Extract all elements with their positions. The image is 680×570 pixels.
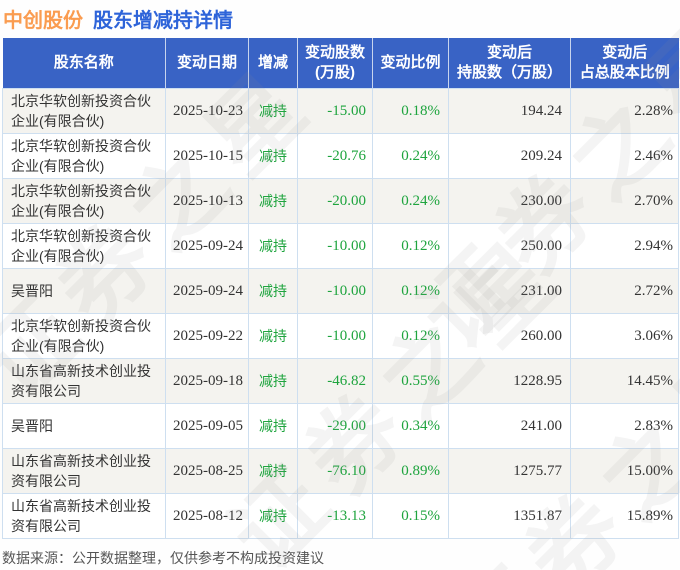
holder-name-cell: 吴晋阳	[2, 403, 166, 449]
change-ratio-cell: 0.24%	[372, 178, 449, 224]
holder-name-cell: 北京华软创新投资合伙企业(有限合伙)	[2, 88, 166, 134]
change-ratio-cell: 0.12%	[372, 223, 449, 269]
action-cell: 减持	[248, 448, 298, 494]
holder-name-cell: 山东省高新技术创业投资有限公司	[2, 448, 166, 494]
table-row: 北京华软创新投资合伙企业(有限合伙) 2025-10-13 减持 -20.00 …	[2, 178, 679, 224]
action-cell: 减持	[248, 268, 298, 314]
table-row: 山东省高新技术创业投资有限公司 2025-09-18 减持 -46.82 0.5…	[2, 358, 679, 404]
holder-name-cell: 山东省高新技术创业投资有限公司	[2, 493, 166, 539]
stock-name: 中创股份	[3, 10, 83, 32]
change-date-cell: 2025-09-24	[165, 223, 249, 269]
pct-after-cell: 14.45%	[570, 358, 679, 404]
shares-after-cell: 241.00	[448, 403, 571, 449]
action-cell: 减持	[248, 133, 298, 179]
col-header-shares-after: 变动后 持股数（万股）	[448, 38, 571, 89]
change-shares-cell: -10.00	[297, 268, 373, 314]
table-row: 北京华软创新投资合伙企业(有限合伙) 2025-10-23 减持 -15.00 …	[2, 88, 679, 134]
shares-after-cell: 250.00	[448, 223, 571, 269]
change-shares-cell: -13.13	[297, 493, 373, 539]
change-ratio-cell: 0.55%	[372, 358, 449, 404]
action-cell: 减持	[248, 178, 298, 224]
pct-after-cell: 2.70%	[570, 178, 679, 224]
pct-after-cell: 3.06%	[570, 313, 679, 359]
pct-after-cell: 2.94%	[570, 223, 679, 269]
pct-after-cell: 15.89%	[570, 493, 679, 539]
change-ratio-cell: 0.89%	[372, 448, 449, 494]
col-header-action: 增减	[248, 38, 298, 89]
table-body: 北京华软创新投资合伙企业(有限合伙) 2025-10-23 减持 -15.00 …	[2, 88, 679, 539]
change-date-cell: 2025-09-22	[165, 313, 249, 359]
change-shares-cell: -10.00	[297, 313, 373, 359]
page-title-text: 股东增减持详情	[93, 10, 233, 32]
change-ratio-cell: 0.12%	[372, 268, 449, 314]
shareholder-change-table: 股东名称 变动日期 增减 变动股数 (万股) 变动比例 变动后 持股数（万股）	[2, 38, 679, 539]
change-shares-cell: -10.00	[297, 223, 373, 269]
change-date-cell: 2025-09-24	[165, 268, 249, 314]
table-row: 北京华软创新投资合伙企业(有限合伙) 2025-10-15 减持 -20.76 …	[2, 133, 679, 179]
change-date-cell: 2025-09-05	[165, 403, 249, 449]
pct-after-cell: 2.46%	[570, 133, 679, 179]
table-row: 山东省高新技术创业投资有限公司 2025-08-12 减持 -13.13 0.1…	[2, 493, 679, 539]
holder-name-cell: 北京华软创新投资合伙企业(有限合伙)	[2, 313, 166, 359]
table-header: 股东名称 变动日期 增减 变动股数 (万股) 变动比例 变动后 持股数（万股）	[2, 38, 679, 89]
pct-after-cell: 2.83%	[570, 403, 679, 449]
action-cell: 减持	[248, 403, 298, 449]
shares-after-cell: 1228.95	[448, 358, 571, 404]
action-cell: 减持	[248, 88, 298, 134]
page-title: 中创股份 股东增减持详情	[3, 4, 233, 33]
holder-name-cell: 山东省高新技术创业投资有限公司	[2, 358, 166, 404]
shares-after-cell: 260.00	[448, 313, 571, 359]
change-ratio-cell: 0.24%	[372, 133, 449, 179]
col-header-shareholder-name: 股东名称	[2, 38, 166, 89]
change-date-cell: 2025-10-23	[165, 88, 249, 134]
table-row: 吴晋阳 2025-09-24 减持 -10.00 0.12% 231.00 2.…	[2, 268, 679, 314]
change-shares-cell: -76.10	[297, 448, 373, 494]
col-header-change-date: 变动日期	[165, 38, 249, 89]
change-date-cell: 2025-10-13	[165, 178, 249, 224]
data-source-note: 数据来源：公开数据整理，仅供参考不构成投资建议	[2, 550, 324, 566]
change-shares-cell: -15.00	[297, 88, 373, 134]
shares-after-cell: 230.00	[448, 178, 571, 224]
change-shares-cell: -29.00	[297, 403, 373, 449]
change-ratio-cell: 0.18%	[372, 88, 449, 134]
pct-after-cell: 15.00%	[570, 448, 679, 494]
pct-after-cell: 2.72%	[570, 268, 679, 314]
holder-name-cell: 北京华软创新投资合伙企业(有限合伙)	[2, 178, 166, 224]
col-header-pct-after: 变动后 占总股本比例	[570, 38, 679, 89]
change-date-cell: 2025-08-12	[165, 493, 249, 539]
action-cell: 减持	[248, 358, 298, 404]
change-date-cell: 2025-10-15	[165, 133, 249, 179]
pct-after-cell: 2.28%	[570, 88, 679, 134]
action-cell: 减持	[248, 313, 298, 359]
col-header-change-shares: 变动股数 (万股)	[297, 38, 373, 89]
header-row: 股东名称 变动日期 增减 变动股数 (万股) 变动比例 变动后 持股数（万股）	[2, 38, 679, 89]
shares-after-cell: 231.00	[448, 268, 571, 314]
col-header-change-ratio: 变动比例	[372, 38, 449, 89]
holder-name-cell: 北京华软创新投资合伙企业(有限合伙)	[2, 223, 166, 269]
table-row: 北京华软创新投资合伙企业(有限合伙) 2025-09-22 减持 -10.00 …	[2, 313, 679, 359]
shares-after-cell: 209.24	[448, 133, 571, 179]
action-cell: 减持	[248, 493, 298, 539]
shares-after-cell: 194.24	[448, 88, 571, 134]
change-shares-cell: -46.82	[297, 358, 373, 404]
change-shares-cell: -20.00	[297, 178, 373, 224]
table-row: 吴晋阳 2025-09-05 减持 -29.00 0.34% 241.00 2.…	[2, 403, 679, 449]
table-row: 北京华软创新投资合伙企业(有限合伙) 2025-09-24 减持 -10.00 …	[2, 223, 679, 269]
action-cell: 减持	[248, 223, 298, 269]
holder-name-cell: 北京华软创新投资合伙企业(有限合伙)	[2, 133, 166, 179]
shares-after-cell: 1275.77	[448, 448, 571, 494]
table-row: 山东省高新技术创业投资有限公司 2025-08-25 减持 -76.10 0.8…	[2, 448, 679, 494]
change-ratio-cell: 0.15%	[372, 493, 449, 539]
change-date-cell: 2025-08-25	[165, 448, 249, 494]
change-date-cell: 2025-09-18	[165, 358, 249, 404]
holder-name-cell: 吴晋阳	[2, 268, 166, 314]
change-ratio-cell: 0.34%	[372, 403, 449, 449]
shares-after-cell: 1351.87	[448, 493, 571, 539]
change-ratio-cell: 0.12%	[372, 313, 449, 359]
change-shares-cell: -20.76	[297, 133, 373, 179]
